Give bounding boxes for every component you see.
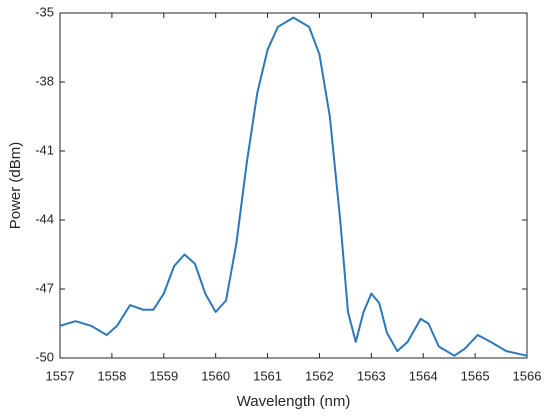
axes-box bbox=[59, 12, 528, 359]
x-tick-label: 1559 bbox=[149, 368, 178, 383]
x-tick-label: 1563 bbox=[357, 368, 386, 383]
x-tick-label: 1565 bbox=[461, 368, 490, 383]
y-tick-label: -44 bbox=[35, 211, 54, 226]
data-line bbox=[59, 16, 528, 357]
x-tick-label: 1558 bbox=[97, 368, 126, 383]
y-tick-label: -41 bbox=[35, 142, 54, 157]
x-tick-label: 1562 bbox=[305, 368, 334, 383]
x-tick-label: 1557 bbox=[46, 368, 75, 383]
y-axis-label: Power (dBm) bbox=[7, 142, 24, 230]
y-tick-label: -47 bbox=[35, 280, 54, 295]
y-tick-label: -50 bbox=[35, 349, 54, 364]
x-tick-label: 1564 bbox=[409, 368, 438, 383]
y-tick-label: -35 bbox=[35, 4, 54, 19]
x-axis-label: Wavelength (nm) bbox=[237, 393, 351, 410]
x-tick-label: 1561 bbox=[253, 368, 282, 383]
y-tick-label: -38 bbox=[35, 73, 54, 88]
x-tick-label: 1566 bbox=[513, 368, 542, 383]
x-tick-label: 1560 bbox=[201, 368, 230, 383]
